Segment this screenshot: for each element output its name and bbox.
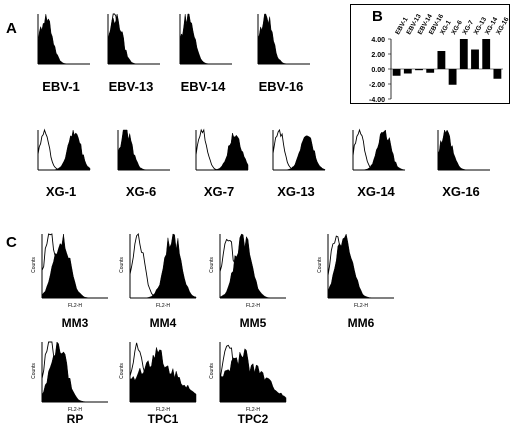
label-mm4: MM4: [149, 316, 177, 330]
x-axis-label: FL2-H: [68, 303, 82, 308]
label-tpc1: TPC1: [147, 412, 179, 426]
histogram-xg-14: [345, 128, 407, 176]
label-xg-16: XG-16: [442, 184, 480, 199]
filled-histogram: [129, 347, 197, 403]
filled-histogram: [257, 13, 310, 65]
panel-label-c: C: [6, 234, 17, 251]
y-tick-label: -4.00: [369, 97, 385, 103]
control-histogram-outline: [327, 235, 394, 299]
histogram-mm5: FL2-H Counts: [208, 232, 288, 309]
bar: [459, 39, 468, 69]
control-histogram-outline: [272, 128, 325, 171]
x-axis-label: FL2-H: [246, 303, 260, 308]
filled-histogram: [353, 129, 406, 171]
filled-histogram: [117, 129, 170, 171]
bar: [426, 69, 435, 73]
panel-label-b: B: [372, 8, 383, 25]
control-histogram-outline: [195, 128, 248, 171]
y-axis-label: Counts: [119, 363, 125, 379]
y-tick-label: 4.00: [371, 37, 385, 44]
x-axis-label: FL2-H: [246, 407, 260, 412]
x-axis-label: FL2-H: [156, 303, 170, 308]
bar: [403, 69, 412, 74]
y-axis-label: Counts: [209, 363, 215, 379]
y-axis-label: Counts: [209, 257, 215, 273]
label-xg-13: XG-13: [277, 184, 315, 199]
y-tick-label: 2.00: [371, 52, 385, 59]
filled-histogram: [437, 129, 490, 171]
bar-chart-svg: 4.002.000.00-2.00-4.00EBV-1EBV-13EBV-14E…: [369, 13, 511, 104]
label-ebv-14: EBV-14: [180, 79, 226, 94]
filled-histogram: [37, 13, 90, 65]
bar: [415, 69, 423, 71]
filled-histogram: [107, 13, 160, 65]
histogram-xg-6: [110, 128, 172, 176]
control-histogram-outline: [219, 344, 286, 403]
x-axis-label: FL2-H: [354, 303, 368, 308]
bar: [448, 69, 457, 85]
control-histogram-outline: [41, 341, 108, 403]
y-axis-label: Counts: [119, 257, 125, 273]
bar: [437, 51, 446, 69]
control-histogram-outline: [129, 233, 196, 299]
x-axis-label: FL2-H: [156, 407, 170, 412]
label-mm6: MM6: [347, 316, 375, 330]
y-axis-label: Counts: [317, 257, 323, 273]
histogram-xg-7: [188, 128, 250, 176]
bar: [471, 49, 479, 69]
histogram-ebv-16: [250, 12, 312, 70]
filled-histogram: [273, 135, 326, 171]
label-ebv-13: EBV-13: [108, 79, 154, 94]
y-axis-label: Counts: [31, 257, 37, 273]
label-mm3: MM3: [61, 316, 89, 330]
label-rp: RP: [66, 412, 84, 426]
histogram-xg-13: [265, 128, 327, 176]
label-xg-7: XG-7: [203, 184, 235, 199]
histogram-tpc2: FL2-H Counts: [208, 340, 288, 413]
bar: [482, 39, 491, 69]
histogram-xg-1: [30, 128, 92, 176]
histogram-rp: FL2-H Counts: [30, 340, 110, 413]
histogram-mm4: FL2-H Counts: [118, 232, 198, 309]
control-histogram-outline: [219, 238, 286, 299]
histogram-xg-16: [430, 128, 492, 176]
filled-histogram: [179, 13, 232, 65]
histogram-mm3: FL2-H Counts: [30, 232, 110, 309]
filled-histogram: [327, 233, 394, 299]
histogram-ebv-1: [30, 12, 92, 70]
filled-histogram: [219, 233, 286, 299]
control-histogram-outline: [37, 128, 90, 171]
bar-chart: 4.00 2.00 0.00 -2.00 -4.00 EBV-1 EBV-13 EBV-14 E…: [350, 4, 511, 104]
bar: [392, 69, 401, 76]
y-tick-label: 0.00: [371, 67, 385, 74]
y-axis-label: Counts: [31, 363, 37, 379]
label-ebv-1: EBV-1: [42, 79, 80, 94]
control-histogram-outline: [41, 233, 108, 299]
label-xg-6: XG-6: [125, 184, 157, 199]
label-mm5: MM5: [239, 316, 267, 330]
histogram-mm6: FL2-H Counts: [316, 232, 396, 309]
control-histogram-outline: [129, 342, 196, 403]
histogram-ebv-13: [100, 12, 162, 70]
filled-histogram: [41, 233, 108, 299]
x-axis-label: FL2-H: [68, 407, 82, 412]
label-tpc2: TPC2: [237, 412, 269, 426]
bar: [493, 69, 502, 79]
filled-histogram: [219, 348, 287, 403]
y-tick-label: -2.00: [369, 82, 385, 89]
control-histogram-outline: [107, 13, 160, 65]
label-ebv-16: EBV-16: [258, 79, 304, 94]
label-xg-14: XG-14: [357, 184, 395, 199]
panel-label-a: A: [6, 20, 17, 37]
histogram-tpc1: FL2-H Counts: [118, 340, 198, 413]
filled-histogram: [41, 341, 108, 403]
filled-histogram: [196, 132, 249, 171]
filled-histogram: [130, 233, 197, 299]
control-histogram-outline: [352, 128, 405, 171]
filled-histogram: [38, 129, 91, 171]
histogram-ebv-14: [172, 12, 234, 70]
label-xg-1: XG-1: [45, 184, 77, 199]
